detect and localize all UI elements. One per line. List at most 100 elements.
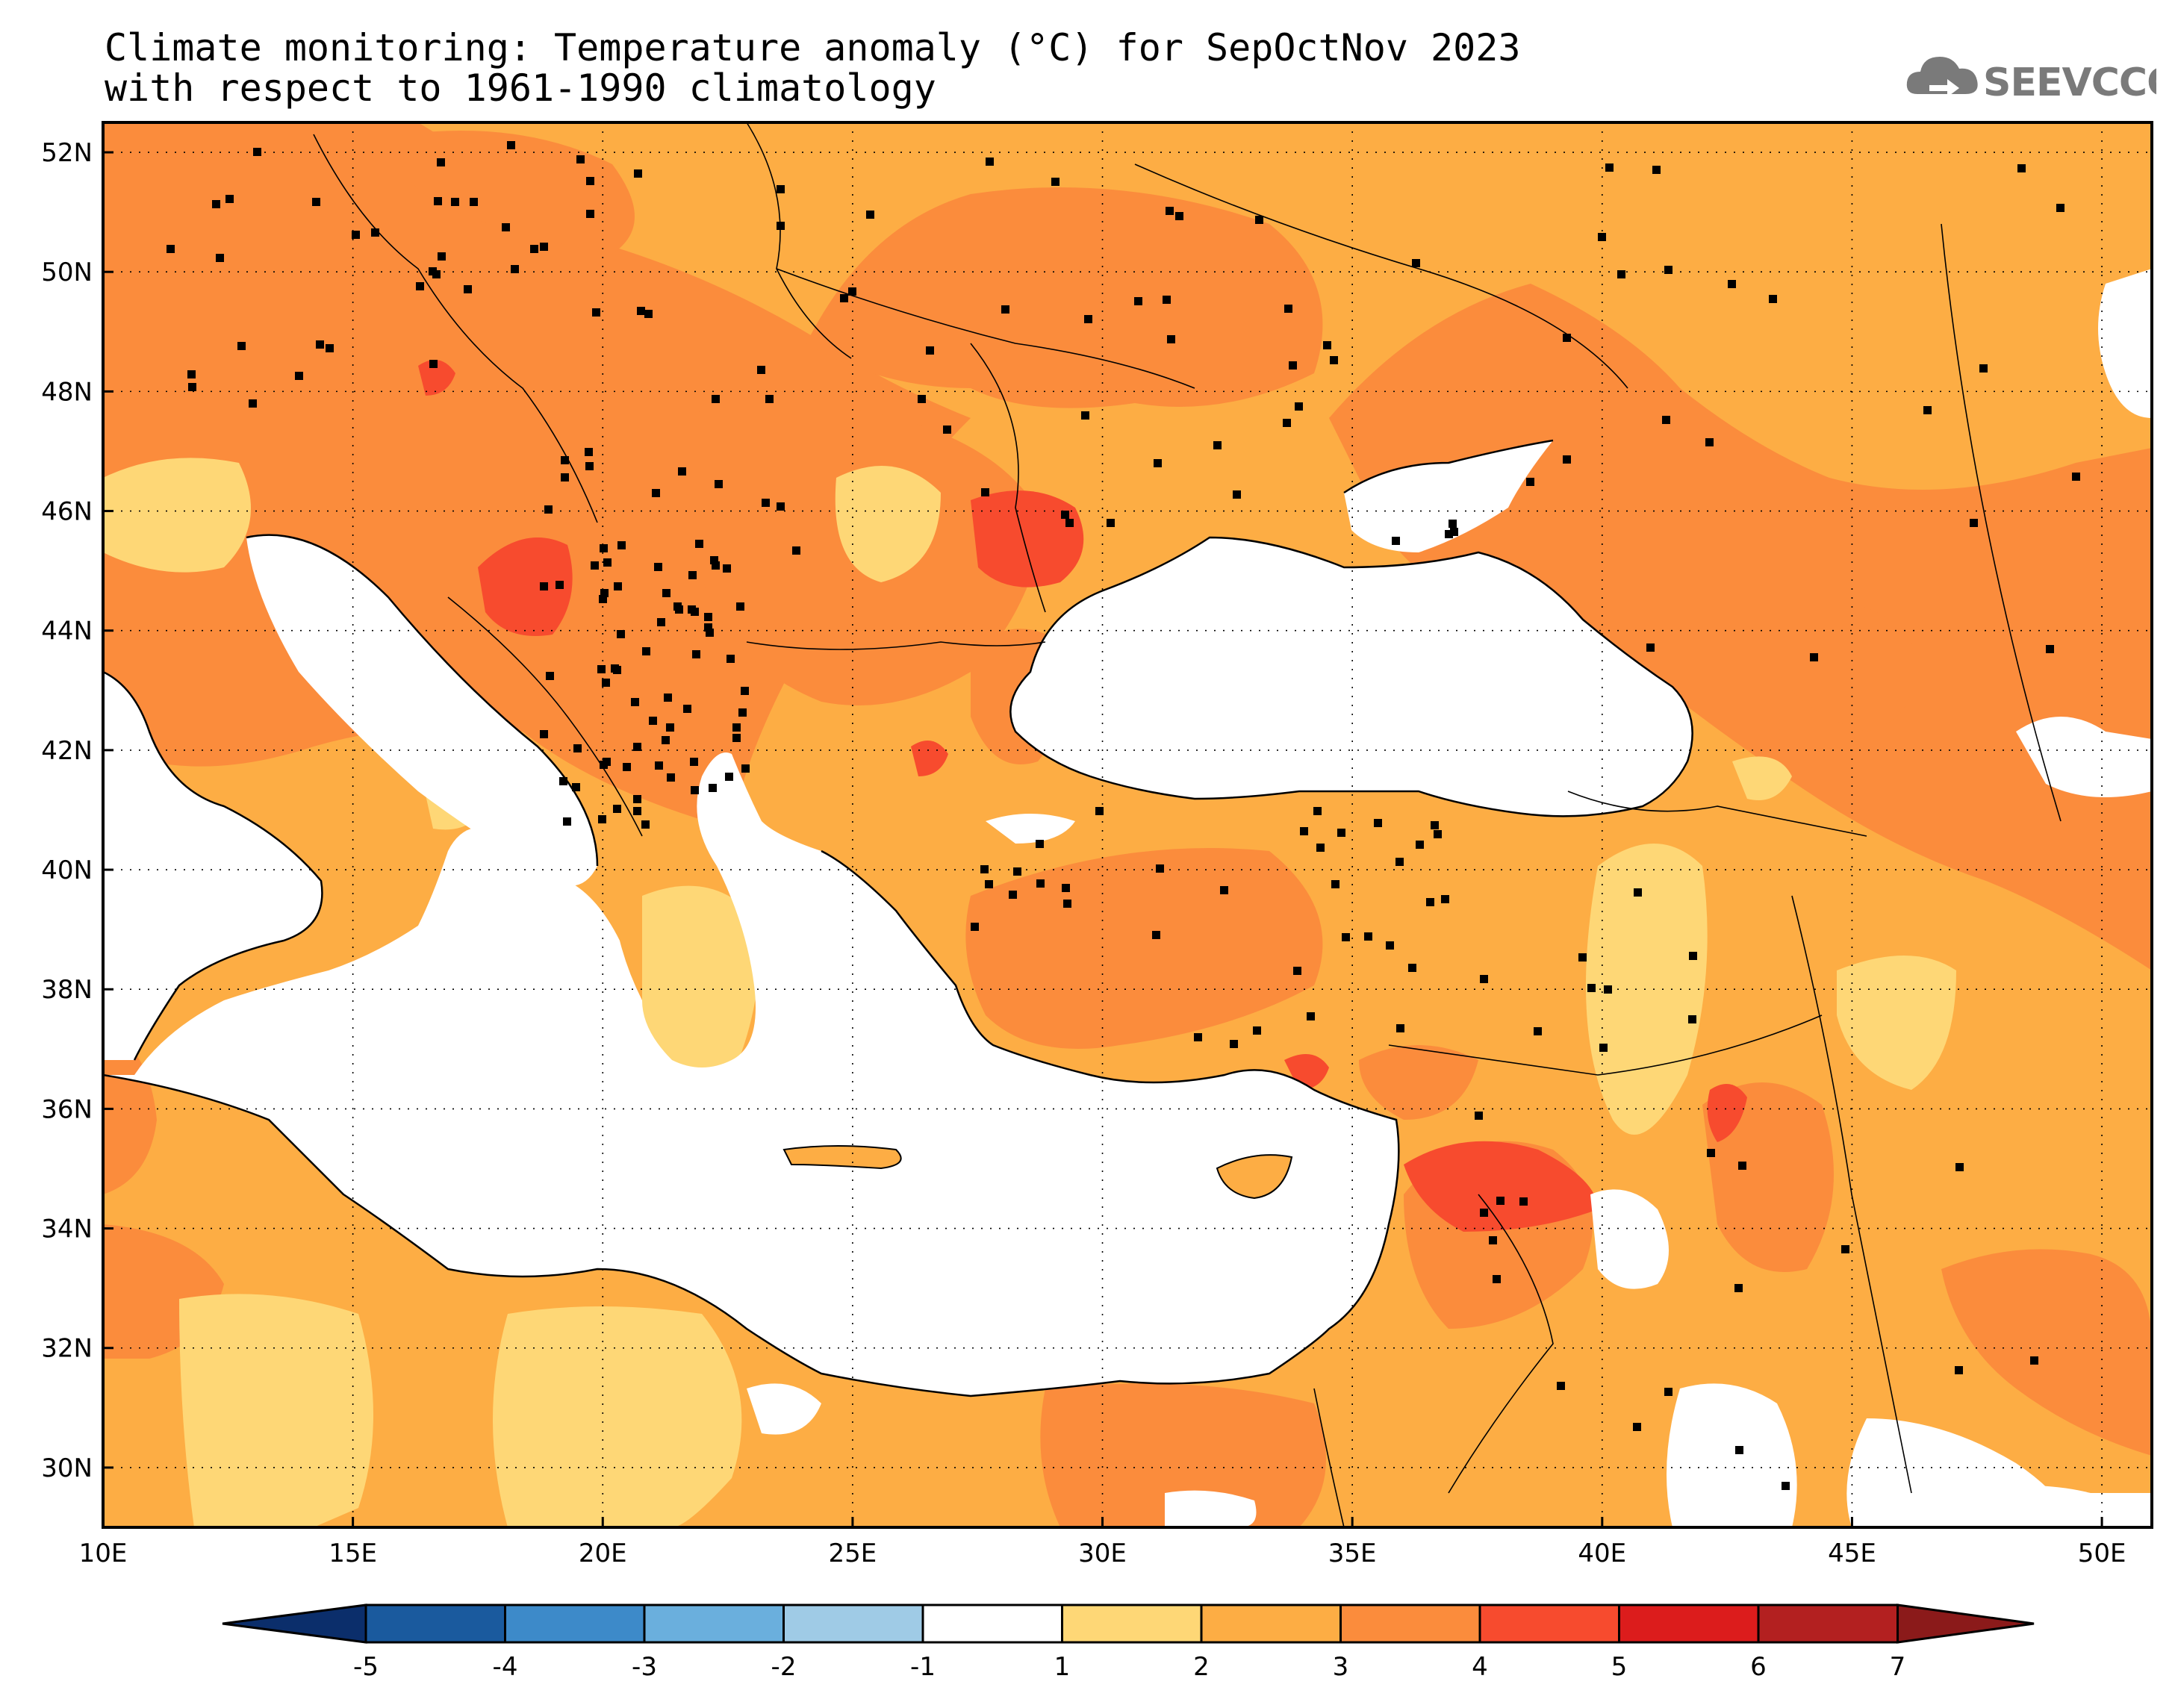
station-marker [633, 795, 641, 803]
station-marker [1416, 841, 1424, 849]
station-marker [530, 245, 538, 253]
station-marker [1563, 455, 1571, 464]
station-marker [1449, 520, 1457, 528]
coastlines [103, 439, 1693, 1397]
station-marker [2046, 645, 2054, 653]
station-marker [544, 505, 553, 514]
station-marker [1475, 1112, 1483, 1120]
y-tick-label: 40N [41, 855, 93, 885]
station-marker [540, 582, 548, 590]
station-marker [710, 556, 718, 564]
station-marker [597, 665, 606, 673]
station-marker [757, 366, 765, 374]
colorbar: -5 -4 -3 -2 -1 1 2 3 4 5 6 7 [222, 1603, 2035, 1682]
station-marker [1255, 216, 1263, 224]
station-marker [1599, 1044, 1608, 1052]
station-marker [1167, 335, 1175, 343]
station-marker [1489, 1236, 1497, 1244]
x-tick-label: 15E [329, 1539, 377, 1568]
station-marker [1163, 296, 1171, 304]
station-marker [715, 480, 723, 488]
station-marker [1233, 490, 1241, 499]
station-marker [1605, 163, 1614, 172]
station-marker [1392, 537, 1400, 545]
station-marker [1095, 807, 1104, 815]
station-marker [1970, 519, 1978, 527]
station-marker [1955, 1163, 1964, 1171]
colorbar-label: 7 [1890, 1652, 1906, 1682]
station-marker [312, 198, 320, 206]
station-marker [654, 563, 662, 571]
station-marker [1526, 478, 1534, 486]
islands [782, 1145, 1293, 1200]
station-marker [971, 923, 979, 931]
station-marker [1166, 207, 1174, 215]
station-marker [1152, 931, 1160, 939]
station-marker [253, 148, 261, 156]
y-tick-label: 42N [41, 736, 93, 766]
station-marker [600, 761, 608, 769]
station-marker [1036, 879, 1045, 888]
x-tick-label: 35E [1328, 1539, 1377, 1568]
station-marker [848, 287, 856, 296]
station-marker [585, 448, 593, 456]
station-marker [1051, 178, 1060, 186]
station-marker [438, 252, 446, 261]
colorbar-bin [782, 1603, 924, 1644]
borders [313, 122, 2062, 1527]
station-marker [188, 383, 196, 391]
station-marker [1728, 280, 1736, 288]
colorbar-label: -4 [493, 1652, 518, 1682]
station-marker [1293, 967, 1301, 975]
station-marker [511, 265, 519, 273]
station-marker [1084, 315, 1092, 323]
station-marker [1705, 438, 1714, 446]
station-marker [540, 243, 548, 251]
station-marker [1009, 891, 1017, 899]
station-marker [502, 223, 510, 231]
station-marker [1307, 1012, 1315, 1020]
y-tick-label: 52N [41, 138, 93, 168]
station-marker [706, 629, 714, 637]
station-marker [1445, 530, 1453, 538]
station-marker [1062, 884, 1070, 892]
station-marker [1065, 519, 1074, 527]
station-marker [614, 582, 622, 590]
station-marker [866, 211, 874, 219]
cyprus [1216, 1154, 1293, 1200]
gridlines [103, 122, 2152, 1527]
field-1-2 [103, 458, 1956, 1527]
station-marker [723, 564, 731, 573]
station-marker [613, 805, 621, 813]
station-marker [1395, 858, 1404, 866]
station-marker [741, 687, 749, 695]
station-marker [1316, 844, 1325, 852]
station-marker [1081, 411, 1089, 420]
station-marker [167, 245, 175, 253]
station-marker [1313, 807, 1322, 815]
station-marker [507, 141, 515, 149]
station-marker [429, 360, 438, 368]
title-line-1: Climate monitoring: Temperature anomaly … [105, 26, 1521, 69]
colorbar-label: 1 [1054, 1652, 1071, 1682]
station-marker [985, 880, 993, 888]
station-marker [586, 177, 594, 185]
station-marker [652, 489, 660, 497]
station-marker [1330, 356, 1338, 364]
colorbar-label: 2 [1193, 1652, 1210, 1682]
station-marker [1979, 364, 1988, 373]
station-marker [464, 285, 472, 293]
station-marker [637, 307, 645, 315]
station-marker [1646, 643, 1655, 652]
logo-text: SEEVCCC [1983, 60, 2156, 105]
colorbar-bin [643, 1603, 785, 1644]
colorbar-bin [921, 1603, 1063, 1644]
y-tick-label: 44N [41, 617, 93, 646]
station-marker [1295, 402, 1303, 411]
station-marker [576, 155, 585, 163]
station-marker [1841, 1245, 1849, 1253]
station-marker [1634, 888, 1642, 897]
station-marker [1374, 819, 1382, 827]
x-tick-label: 20E [579, 1539, 627, 1568]
